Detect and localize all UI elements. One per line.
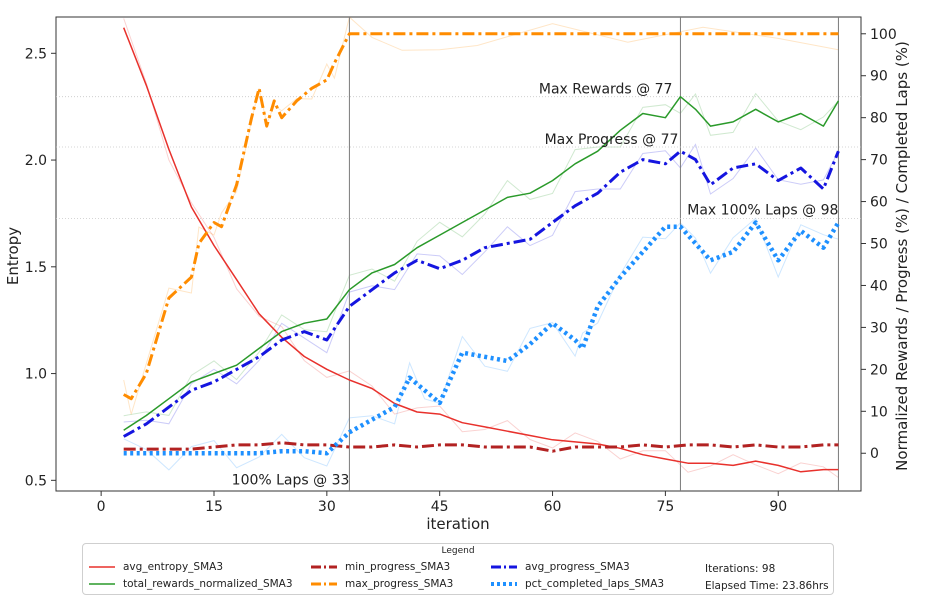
x-tick-label: 90 [769,499,787,515]
y-right-tick-label: 20 [870,362,888,378]
annotation-label: Max 100% Laps @ 98 [687,202,838,218]
series-layer [122,27,841,473]
y-right-tick-label: 10 [870,404,888,420]
x-tick-label: 0 [97,499,106,515]
series-line-total-rewards-normalized-sma3 [123,95,840,431]
x-tick-label: 15 [205,499,223,515]
y-right-tick-label: 50 [870,237,888,253]
legend-elapsed-time: Elapsed Time: 23.86hrs [705,580,829,592]
legend-item-max-progress: max_progress_SMA3 [311,578,453,590]
legend-label-max-progress: max_progress_SMA3 [345,578,454,590]
y-right-tick-label: 0 [870,446,879,462]
series-line-min-progress-sma3 [123,441,839,453]
raw-trace-pct-completed-laps-sma3 [123,217,839,471]
series-line-pct-completed-laps-sma3 [123,220,841,456]
legend-item-avg-progress: avg_progress_SMA3 [491,561,630,573]
x-tick-label: 30 [318,499,336,515]
legend-item-avg-entropy: avg_entropy_SMA3 [89,561,223,573]
y-left-tick-label: 2.0 [25,153,47,169]
legend-label-min-progress: min_progress_SMA3 [345,561,451,573]
legend-swatch-min-progress [311,565,337,569]
y-right-tick-label: 70 [870,153,888,169]
x-tick-label: 60 [544,499,562,515]
legend-swatch-avg-entropy [89,566,115,568]
x-axis: 0 15 30 45 60 75 90 [97,491,787,515]
annotation-label: Max Rewards @ 77 [539,82,673,98]
y-right-tick-label: 40 [870,278,888,294]
y-right-tick-label: 90 [870,69,888,85]
series-line-avg-entropy-sma3 [123,27,839,473]
legend-iterations: Iterations: 98 [705,563,776,575]
legend-swatch-max-progress [311,582,337,586]
plot-area [55,16,862,492]
chart-canvas: 0 15 30 45 60 75 90 0.5 1.0 1.5 2.0 2.5 0 10 20 30 40 5… [4,16,911,533]
y-left-axis-label: Entropy [4,227,22,285]
raw-trace-total-rewards-normalized-sma3 [123,92,839,417]
y-left-tick-label: 1.0 [25,367,47,383]
legend-item-pct-completed-laps: pct_completed_laps_SMA3 [491,578,664,590]
annotation-label: Max Progress @ 77 [545,132,679,148]
raw-trace-avg-entropy-sma3 [123,18,839,478]
y-left-tick-label: 0.5 [25,473,47,489]
y-right-axis: 0 10 20 30 40 50 60 70 80 90 100 [861,27,897,462]
legend-label-avg-entropy: avg_entropy_SMA3 [123,561,224,573]
annotation-label: 100% Laps @ 33 [232,473,350,489]
legend-swatch-total-rewards [89,583,115,585]
x-tick-label: 75 [656,499,674,515]
legend-swatch-pct-completed-laps [491,582,517,586]
legend-item-min-progress: min_progress_SMA3 [311,561,450,573]
y-left-tick-label: 2.5 [25,46,47,62]
legend-label-total-rewards: total_rewards_normalized_SMA3 [123,578,293,590]
y-right-tick-label: 80 [870,111,888,127]
legend-label-avg-progress: avg_progress_SMA3 [525,561,630,573]
y-right-tick-label: 60 [870,195,888,211]
y-left-axis: 0.5 1.0 1.5 2.0 2.5 [25,46,56,489]
series-line-max-progress-sma3 [122,32,839,401]
y-right-tick-label: 100 [870,27,897,43]
legend-item-total-rewards: total_rewards_normalized_SMA3 [89,578,293,590]
legend: Legend avg_entropy_SMA3 total_rewards_no… [82,543,834,595]
series-line-avg-progress-sma3 [122,149,840,438]
legend-title: Legend [441,546,475,556]
legend-swatch-avg-progress [491,565,517,569]
y-right-tick-label: 30 [870,320,888,336]
y-right-axis-label: Normalized Rewards / Progress (%) / Comp… [893,41,911,471]
x-tick-label: 45 [431,499,449,515]
x-axis-label: iteration [426,515,489,533]
y-left-tick-label: 1.5 [25,260,47,276]
legend-label-pct-completed-laps: pct_completed_laps_SMA3 [525,578,665,590]
annotation-layer: Max Rewards @ 77 Max Progress @ 77 Max 100… [232,82,839,489]
raw-trace-avg-progress-sma3 [123,143,839,425]
